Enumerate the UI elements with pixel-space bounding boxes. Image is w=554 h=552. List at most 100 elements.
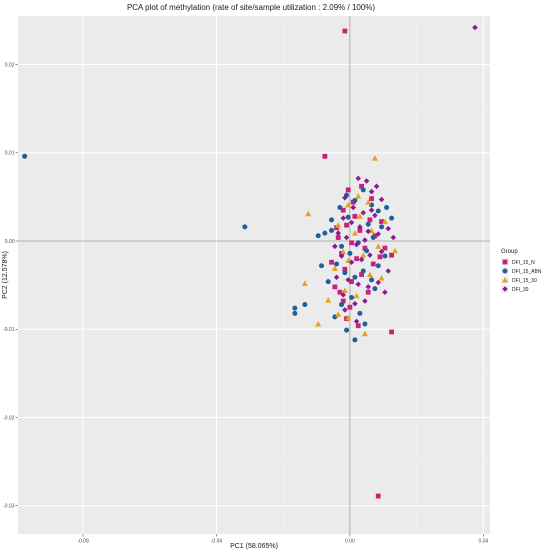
- data-point: [342, 28, 348, 34]
- data-point: [379, 224, 385, 230]
- y-tick-label: 0.01: [5, 151, 15, 157]
- data-point: [378, 248, 385, 255]
- legend-entry: DFI_15_ABN: [501, 267, 542, 275]
- data-point: [292, 310, 298, 316]
- data-point: [362, 321, 368, 327]
- legend-entry: DFI_30: [501, 285, 529, 293]
- data-point: [349, 240, 354, 246]
- data-point: [329, 217, 335, 223]
- data-point: [351, 230, 358, 236]
- data-point: [363, 178, 370, 184]
- data-point: [389, 215, 395, 221]
- data-point: [342, 270, 348, 276]
- data-point: [361, 330, 368, 337]
- x-tick-label: -0.08: [77, 539, 89, 545]
- data-point: [322, 230, 328, 236]
- data-point: [391, 247, 398, 254]
- data-point: [334, 225, 339, 231]
- data-point: [352, 300, 358, 307]
- data-point: [355, 193, 362, 199]
- x-tick-label: 0.04: [478, 539, 488, 545]
- data-point: [367, 252, 373, 258]
- data-point: [345, 214, 351, 220]
- data-point: [362, 245, 368, 251]
- data-point: [357, 310, 363, 316]
- data-point: [329, 259, 334, 265]
- data-point: [340, 248, 347, 255]
- legend-title: Group: [501, 249, 518, 255]
- legend-entry: DFI_15_N: [501, 258, 535, 266]
- series-DFI_15_30: [301, 155, 398, 337]
- x-axis-label: PC1 (58.065%): [230, 543, 278, 550]
- data-point: [357, 228, 363, 233]
- data-point: [347, 250, 353, 256]
- legend-label: DFI_15_30: [512, 278, 537, 284]
- data-point: [302, 302, 308, 308]
- x-tick-label: -0.04: [211, 539, 223, 545]
- data-point: [362, 237, 368, 243]
- data-point: [337, 204, 343, 210]
- data-point: [360, 187, 366, 193]
- data-point: [365, 228, 372, 235]
- data-point: [352, 337, 358, 343]
- data-point: [355, 281, 362, 288]
- legend-label: DFI_15_N: [512, 260, 535, 266]
- data-point: [292, 305, 298, 311]
- data-point: [382, 253, 388, 259]
- y-tick-label: -0.02: [3, 415, 15, 421]
- data-points: [22, 24, 478, 499]
- legend-marker: [502, 259, 508, 265]
- data-point: [355, 175, 362, 182]
- data-point: [332, 243, 338, 250]
- data-point: [334, 261, 340, 267]
- data-point: [331, 265, 338, 271]
- data-point: [369, 196, 374, 202]
- data-point: [335, 235, 341, 240]
- data-point: [349, 279, 354, 285]
- data-point: [375, 263, 381, 269]
- data-point: [353, 241, 360, 248]
- data-point: [359, 272, 364, 277]
- data-point: [319, 263, 325, 269]
- data-point: [342, 307, 348, 313]
- data-point: [365, 284, 372, 290]
- y-tick-label: -0.03: [3, 504, 15, 510]
- x-axis-ticks: -0.08 -0.04 0.00 0.04: [77, 534, 488, 545]
- data-point: [342, 195, 348, 201]
- data-point: [322, 153, 328, 159]
- data-point: [375, 493, 381, 499]
- data-point: [371, 155, 378, 161]
- data-point: [366, 271, 373, 278]
- y-tick-label: -0.01: [3, 327, 15, 333]
- data-point: [382, 289, 388, 295]
- data-point: [365, 221, 371, 227]
- data-point: [345, 201, 352, 208]
- data-point: [373, 183, 380, 190]
- data-point: [378, 275, 385, 281]
- y-axis-label: PC2 (12.578%): [2, 251, 9, 299]
- legend-label: DFI_15_ABN: [512, 269, 542, 275]
- data-point: [385, 268, 392, 274]
- data-point: [390, 234, 397, 241]
- data-point: [360, 268, 366, 274]
- data-point: [332, 284, 338, 290]
- data-point: [335, 311, 342, 317]
- data-point: [384, 204, 390, 210]
- data-point: [329, 227, 335, 233]
- data-point: [350, 204, 356, 211]
- data-point: [375, 279, 382, 286]
- data-point: [22, 153, 28, 159]
- data-point: [377, 254, 383, 260]
- data-point: [340, 292, 346, 298]
- y-tick-label: 0.00: [5, 239, 15, 245]
- legend-marker: [502, 268, 508, 274]
- plot-panel: [18, 16, 490, 534]
- data-point: [354, 256, 359, 262]
- data-point: [352, 197, 358, 203]
- data-point: [356, 213, 363, 219]
- data-point: [340, 298, 346, 304]
- data-point: [345, 187, 351, 193]
- data-point: [342, 266, 348, 272]
- x-tick-label: 0.00: [345, 539, 355, 545]
- data-point: [339, 302, 345, 308]
